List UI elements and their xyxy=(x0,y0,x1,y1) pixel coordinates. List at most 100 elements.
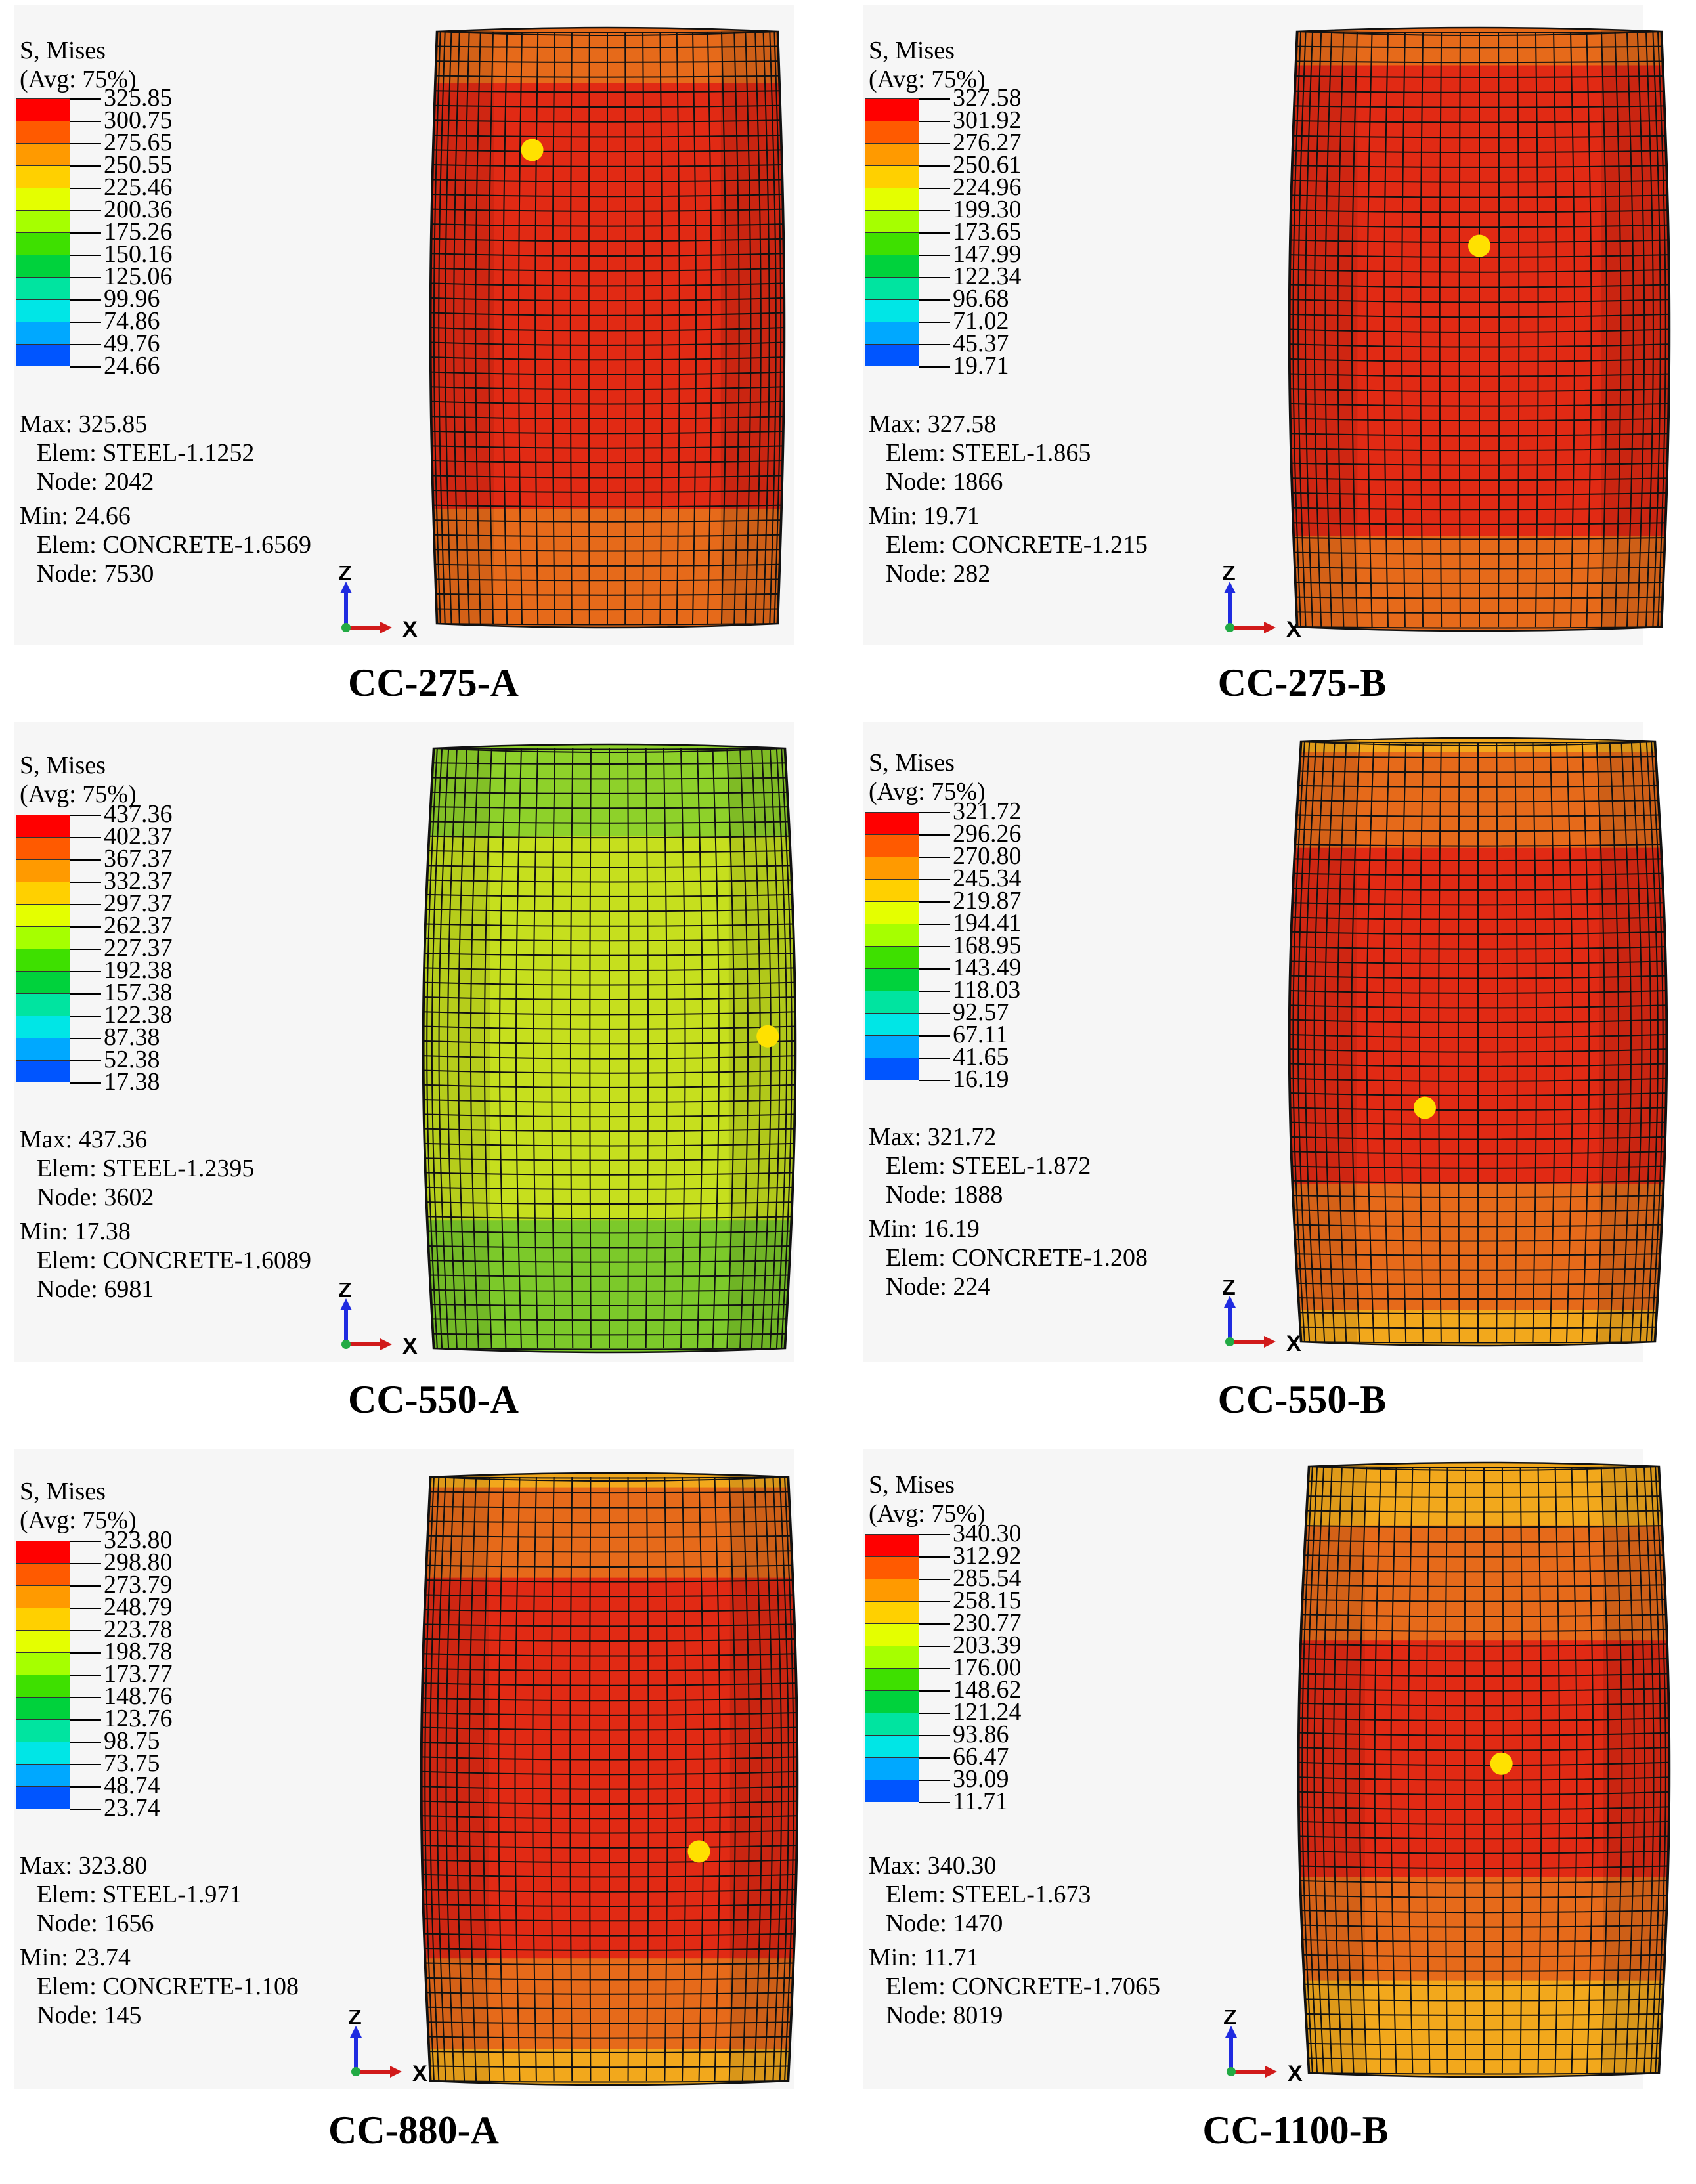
axis-z-label: Z xyxy=(348,2010,362,2030)
legend-value: 17.38 xyxy=(104,1068,160,1096)
mesh-vline xyxy=(458,748,468,1349)
max-node: Node: 1888 xyxy=(886,1181,1003,1209)
legend-value: 23.74 xyxy=(104,1794,160,1822)
min-element: Elem: CONCRETE-1.6569 xyxy=(37,531,311,559)
mesh-vline xyxy=(551,748,556,1349)
mesh-vline xyxy=(1609,741,1620,1342)
legend-swatch xyxy=(865,1601,919,1623)
cylinder-edge xyxy=(1297,1461,1671,2078)
legend-value: 122.38 xyxy=(104,1001,173,1029)
max-node: Node: 1470 xyxy=(886,1910,1003,1937)
legend-value: 198.78 xyxy=(104,1638,173,1665)
legend-swatch xyxy=(16,143,70,165)
max-stress-marker xyxy=(1490,1752,1513,1775)
mesh-vline xyxy=(424,1476,435,2082)
cylinder-top-edge xyxy=(436,31,779,36)
legend-tick xyxy=(70,1742,101,1743)
min-node: Node: 7530 xyxy=(37,560,154,588)
mesh-vline xyxy=(482,1476,490,2082)
legend-tick xyxy=(70,949,101,950)
mesh-vline xyxy=(550,1476,555,2082)
min-node: Node: 8019 xyxy=(886,2002,1003,2029)
mesh-hline xyxy=(1300,1341,1656,1344)
legend-swatch xyxy=(16,971,70,993)
legend-swatch xyxy=(865,1646,919,1668)
caption: CC-880-A xyxy=(328,2109,499,2152)
legend-tick xyxy=(919,188,950,189)
legend-value: 275.65 xyxy=(104,129,173,156)
legend-variable: S, Mises xyxy=(869,1471,955,1499)
axis-triad: Z X xyxy=(338,1283,418,1355)
max-value: Max: 437.36 xyxy=(20,1126,148,1153)
legend-value: 258.15 xyxy=(953,1587,1022,1614)
caption: CC-1100-B xyxy=(1202,2109,1389,2152)
mesh-vline xyxy=(1313,1466,1325,2074)
axis-x-label: X xyxy=(402,617,418,638)
mesh-vline xyxy=(1596,741,1605,1342)
min-info: Min: 24.66 Elem: CONCRETE-1.6569 Node: 7… xyxy=(20,502,311,588)
max-element: Elem: STEEL-1.971 xyxy=(37,1881,242,1908)
axis-z-label: Z xyxy=(1223,2010,1237,2030)
max-value: Max: 321.72 xyxy=(869,1123,997,1151)
mesh-vline xyxy=(569,31,573,624)
legend-swatch xyxy=(16,322,70,344)
axis-triad: Z X xyxy=(1222,1280,1301,1352)
mesh-vline xyxy=(1390,1466,1397,2074)
legend-swatch xyxy=(16,1652,70,1675)
legend-title: S, Mises (Avg: 75%) xyxy=(20,1477,137,1535)
legend-swatch xyxy=(16,165,70,188)
legend-swatch xyxy=(16,255,70,277)
steel-tube-model xyxy=(429,26,786,629)
legend-swatch xyxy=(865,322,919,344)
mesh-vline xyxy=(423,748,435,1349)
mesh-vline xyxy=(627,1476,630,2082)
legend-tick xyxy=(919,1534,950,1535)
mesh-vline xyxy=(624,31,627,624)
legend-value: 66.47 xyxy=(953,1743,1009,1770)
legend-value: 223.78 xyxy=(104,1616,173,1643)
mesh-vline xyxy=(1419,741,1424,1342)
legend-swatch xyxy=(16,344,70,366)
legend-tick xyxy=(70,1719,101,1721)
mesh-vline xyxy=(533,748,538,1349)
mesh-vline xyxy=(728,1476,737,2082)
legend-tick xyxy=(70,882,101,883)
max-info: Max: 340.30 Elem: STEEL-1.673 Node: 1470 xyxy=(869,1851,1091,1938)
legend-swatch xyxy=(865,121,919,143)
mesh-vline xyxy=(739,748,749,1349)
mesh-vline xyxy=(1498,31,1500,628)
max-value: Max: 323.80 xyxy=(20,1852,148,1879)
mesh-vline xyxy=(1651,741,1664,1342)
shade-left xyxy=(421,1473,489,2085)
mesh-vline xyxy=(426,748,438,1349)
axis-x-label: X xyxy=(1288,2061,1303,2082)
legend-tick xyxy=(70,210,101,211)
legend-swatch xyxy=(865,1058,919,1080)
legend-tick xyxy=(70,232,101,234)
mesh-vline xyxy=(1532,741,1538,1342)
legend-value: 96.68 xyxy=(953,285,1009,312)
legend-swatch xyxy=(865,1623,919,1646)
mesh-vline xyxy=(692,31,697,624)
legend-value: 92.57 xyxy=(953,998,1009,1026)
shade-right xyxy=(1603,1463,1670,2077)
legend-value: 67.11 xyxy=(953,1021,1009,1048)
mesh-vline xyxy=(1660,31,1670,628)
legend-swatch xyxy=(16,859,70,882)
legend-swatch xyxy=(865,834,919,857)
legend-tick xyxy=(70,1541,101,1542)
legend-swatch xyxy=(865,968,919,991)
legend-tick xyxy=(919,924,950,925)
legend-value: 248.79 xyxy=(104,1593,173,1621)
legend-variable: S, Mises xyxy=(20,1478,106,1505)
mesh-vline xyxy=(1313,741,1326,1342)
mesh-vline xyxy=(1298,1466,1311,2074)
legend-value: 147.99 xyxy=(953,240,1022,268)
max-element: Elem: STEEL-1.872 xyxy=(886,1152,1091,1180)
mesh-vline xyxy=(1635,1466,1646,2074)
mesh-vline xyxy=(781,748,793,1349)
legend-variable: S, Mises xyxy=(869,749,955,777)
max-element: Elem: STEEL-1.865 xyxy=(886,439,1091,467)
mesh-vline xyxy=(1553,31,1557,628)
legend-swatch xyxy=(865,98,919,121)
